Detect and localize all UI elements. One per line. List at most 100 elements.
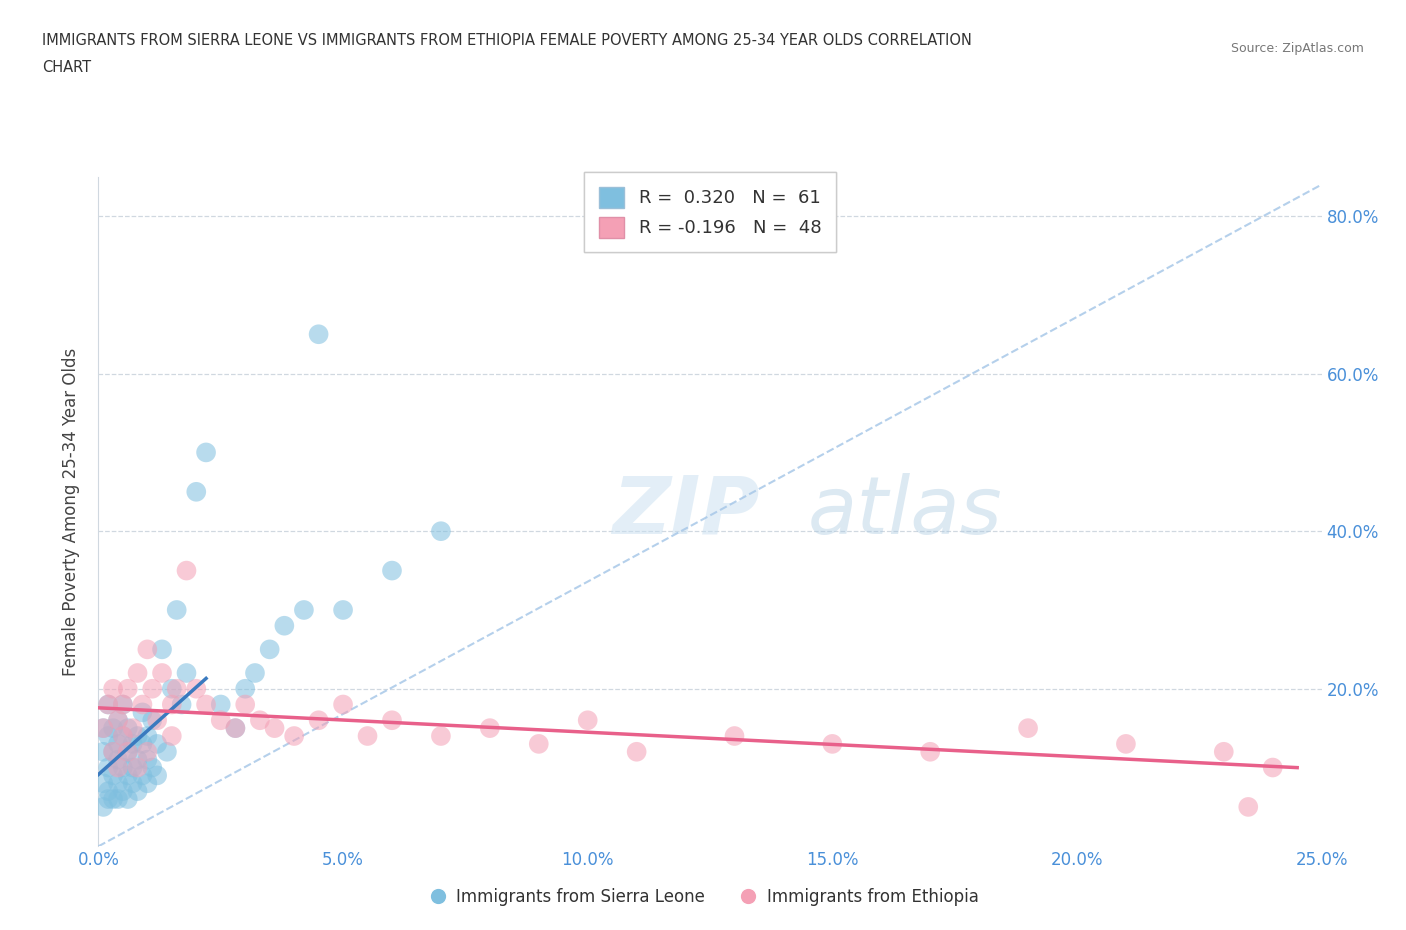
Point	[146, 737, 169, 751]
Point	[97, 698, 120, 712]
Point	[283, 728, 305, 743]
Point	[111, 760, 134, 775]
Point	[356, 728, 378, 743]
Point	[160, 682, 183, 697]
Point	[121, 737, 143, 751]
Legend: R =  0.320   N =  61, R = -0.196   N =  48: R = 0.320 N = 61, R = -0.196 N = 48	[585, 172, 835, 252]
Point	[91, 721, 114, 736]
Point	[136, 728, 159, 743]
Point	[117, 721, 139, 736]
Point	[176, 564, 198, 578]
Point	[723, 728, 745, 743]
Point	[107, 737, 129, 751]
Point	[1017, 721, 1039, 736]
Point	[107, 760, 129, 775]
Point	[146, 712, 169, 727]
Point	[136, 752, 159, 767]
Point	[107, 712, 129, 727]
Point	[117, 791, 139, 806]
Legend: Immigrants from Sierra Leone, Immigrants from Ethiopia: Immigrants from Sierra Leone, Immigrants…	[420, 881, 986, 912]
Point	[117, 768, 139, 783]
Point	[121, 721, 143, 736]
Point	[101, 791, 124, 806]
Point	[111, 784, 134, 799]
Point	[195, 698, 218, 712]
Point	[121, 760, 143, 775]
Point	[97, 728, 120, 743]
Text: Source: ZipAtlas.com: Source: ZipAtlas.com	[1230, 42, 1364, 55]
Point	[136, 642, 159, 657]
Point	[136, 744, 159, 759]
Point	[176, 666, 198, 681]
Point	[91, 776, 114, 790]
Point	[821, 737, 844, 751]
Point	[233, 698, 256, 712]
Point	[136, 776, 159, 790]
Point	[160, 698, 183, 712]
Point	[166, 603, 188, 618]
Point	[195, 445, 218, 459]
Point	[166, 682, 188, 697]
Point	[160, 728, 183, 743]
Point	[233, 682, 256, 697]
Point	[141, 682, 163, 697]
Point	[626, 744, 648, 759]
Point	[146, 768, 169, 783]
Point	[478, 721, 501, 736]
Point	[224, 721, 246, 736]
Point	[1237, 800, 1260, 815]
Point	[131, 698, 153, 712]
Y-axis label: Female Poverty Among 25-34 Year Olds: Female Poverty Among 25-34 Year Olds	[62, 348, 80, 675]
Point	[107, 791, 129, 806]
Text: ZIP: ZIP	[612, 472, 759, 551]
Point	[141, 712, 163, 727]
Point	[127, 728, 149, 743]
Text: IMMIGRANTS FROM SIERRA LEONE VS IMMIGRANTS FROM ETHIOPIA FEMALE POVERTY AMONG 25: IMMIGRANTS FROM SIERRA LEONE VS IMMIGRAN…	[42, 33, 972, 47]
Point	[101, 721, 124, 736]
Point	[101, 768, 124, 783]
Point	[150, 666, 173, 681]
Point	[117, 682, 139, 697]
Point	[117, 744, 139, 759]
Point	[121, 776, 143, 790]
Point	[430, 524, 453, 538]
Point	[111, 698, 134, 712]
Text: CHART: CHART	[42, 60, 91, 75]
Point	[127, 752, 149, 767]
Point	[107, 776, 129, 790]
Point	[97, 698, 120, 712]
Point	[332, 698, 354, 712]
Point	[127, 760, 149, 775]
Point	[150, 642, 173, 657]
Point	[131, 737, 153, 751]
Point	[332, 603, 354, 618]
Text: atlas: atlas	[808, 472, 1002, 551]
Point	[430, 728, 453, 743]
Point	[273, 618, 295, 633]
Point	[1261, 760, 1284, 775]
Point	[117, 744, 139, 759]
Point	[243, 666, 266, 681]
Point	[107, 712, 129, 727]
Point	[111, 698, 134, 712]
Point	[263, 721, 285, 736]
Point	[308, 712, 330, 727]
Point	[209, 698, 232, 712]
Point	[101, 744, 124, 759]
Point	[91, 744, 114, 759]
Point	[292, 603, 315, 618]
Point	[381, 564, 404, 578]
Point	[91, 721, 114, 736]
Point	[576, 712, 599, 727]
Point	[209, 712, 232, 727]
Point	[127, 666, 149, 681]
Point	[186, 682, 208, 697]
Point	[308, 326, 330, 341]
Point	[127, 784, 149, 799]
Point	[101, 682, 124, 697]
Point	[224, 721, 246, 736]
Point	[259, 642, 281, 657]
Point	[381, 712, 404, 727]
Point	[91, 800, 114, 815]
Point	[141, 760, 163, 775]
